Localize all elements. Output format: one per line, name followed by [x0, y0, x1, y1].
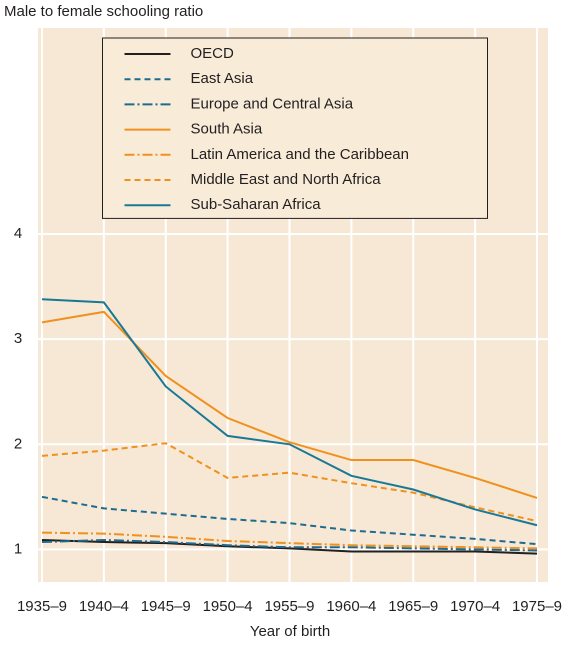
series-line — [41, 298, 538, 527]
series-line — [41, 495, 538, 546]
legend-label: East Asia — [191, 70, 254, 87]
x-tick-label: 1945–9 — [141, 598, 191, 615]
legend-label: South Asia — [191, 121, 263, 138]
legend-label: Europe and Central Asia — [191, 95, 354, 112]
x-tick-label: 1940–4 — [79, 598, 129, 615]
x-tick-label: 1960–4 — [326, 598, 376, 615]
legend-label: OECD — [191, 45, 235, 62]
legend-label: Latin America and the Caribbean — [191, 146, 409, 163]
series-line — [41, 310, 538, 499]
x-tick-label: 1935–9 — [17, 598, 67, 615]
legend-box — [102, 37, 488, 219]
legend-label: Sub-Saharan Africa — [191, 196, 322, 213]
x-tick-label: 1955–9 — [264, 598, 314, 615]
y-tick-label: 4 — [14, 225, 22, 242]
series-line — [41, 538, 538, 552]
x-tick-label: 1950–4 — [203, 598, 253, 615]
y-tick-label: 3 — [14, 330, 22, 347]
series-line — [41, 531, 538, 550]
y-tick-label: 2 — [14, 435, 22, 452]
series-line — [41, 538, 538, 555]
x-axis-title: Year of birth — [250, 623, 330, 640]
x-tick-label: 1970–4 — [450, 598, 500, 615]
x-tick-label: 1975–9 — [512, 598, 562, 615]
y-tick-label: 1 — [14, 540, 22, 557]
y-axis-title: Male to female schooling ratio — [4, 3, 203, 20]
legend-label: Middle East and North Africa — [191, 171, 382, 188]
x-tick-label: 1965–9 — [388, 598, 438, 615]
